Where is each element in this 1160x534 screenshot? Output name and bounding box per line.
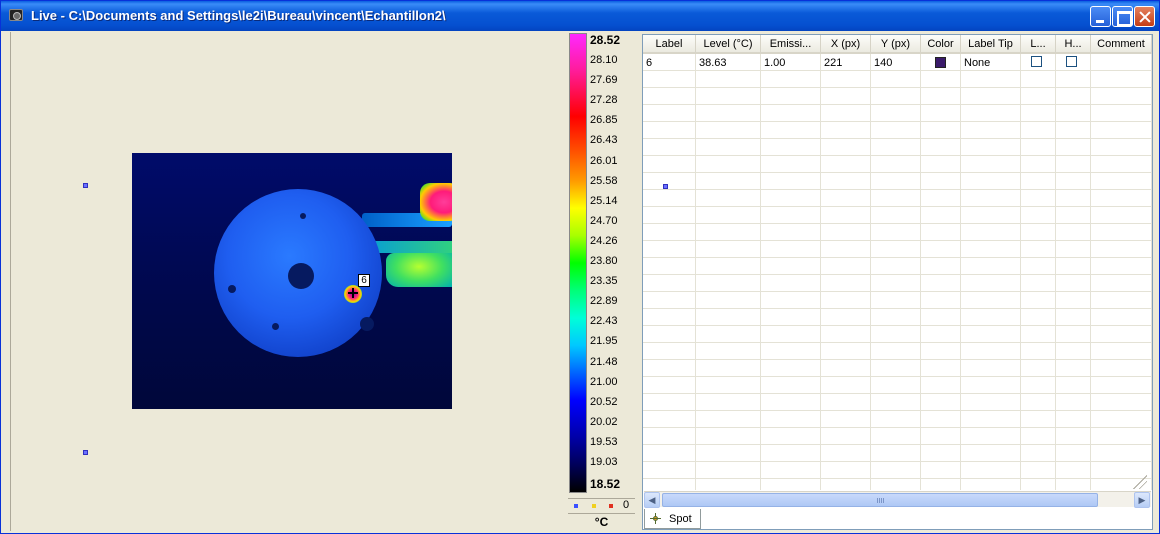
- column-header[interactable]: Label: [643, 35, 696, 54]
- scroll-left-button[interactable]: ◀: [644, 492, 660, 508]
- disk-hole: [228, 285, 236, 293]
- temperature-scale: 28.52 28.10 27.69 27.28 26.85 26.43 26.01 25.5…: [568, 32, 635, 531]
- cell-emissivity[interactable]: 1.00: [764, 57, 786, 69]
- scale-tick: 22.43: [590, 315, 618, 328]
- scale-tick: 19.03: [590, 456, 618, 468]
- maximize-button[interactable]: [1112, 6, 1133, 27]
- column-divider: [1020, 54, 1021, 490]
- spot-label[interactable]: 6: [358, 274, 370, 287]
- legend-marker-yellow: [592, 504, 596, 508]
- scale-tick: 23.35: [590, 275, 618, 288]
- column-header[interactable]: X (px): [821, 35, 871, 54]
- h-checkbox[interactable]: [1066, 56, 1077, 67]
- horizontal-scrollbar[interactable]: ◀ ▶: [644, 491, 1151, 508]
- measurement-grid[interactable]: Label Level (°C) Emissi... X (px) Y (px) Colo…: [643, 35, 1152, 490]
- column-divider: [1151, 54, 1152, 490]
- column-divider: [1055, 54, 1056, 490]
- scale-tick: 21.00: [590, 375, 618, 388]
- scale-max: 28.52: [590, 33, 621, 47]
- scale-tick: 27.69: [590, 74, 618, 87]
- column-header[interactable]: Emissi...: [761, 35, 821, 54]
- scale-tick: 26.85: [590, 114, 618, 127]
- spot-crosshair-icon: [650, 513, 661, 524]
- unit-label[interactable]: °C: [568, 513, 635, 530]
- column-header[interactable]: L...: [1021, 35, 1056, 54]
- column-divider: [695, 54, 696, 490]
- scale-tick: 28.10: [590, 54, 618, 66]
- column-header[interactable]: H...: [1056, 35, 1091, 54]
- legend-marker-red: [609, 504, 613, 508]
- column-header[interactable]: Comment: [1091, 35, 1152, 54]
- disk-hole: [288, 263, 314, 289]
- scale-min: 18.52: [590, 477, 621, 492]
- legend-count: 0: [623, 499, 630, 511]
- cell-y[interactable]: 140: [874, 57, 893, 69]
- scroll-right-button[interactable]: ▶: [1134, 492, 1150, 508]
- column-divider: [1090, 54, 1091, 490]
- cell-x[interactable]: 221: [824, 57, 843, 69]
- tab-bar: Spot: [644, 509, 1151, 529]
- window-title: Live - C:\Documents and Settings\le2i\Bu…: [31, 8, 446, 23]
- column-divider: [870, 54, 871, 490]
- scale-tick: 26.01: [590, 154, 618, 167]
- disk-hole: [272, 323, 279, 330]
- scroll-thumb[interactable]: [662, 493, 1098, 507]
- column-divider: [760, 54, 761, 490]
- scale-tick: 24.26: [590, 234, 618, 247]
- column-header[interactable]: Level (°C): [696, 35, 761, 54]
- thermal-image[interactable]: 6: [132, 153, 452, 409]
- scale-tick: 27.28: [590, 94, 618, 107]
- scale-tick: 24.70: [590, 214, 618, 227]
- column-divider: [820, 54, 821, 490]
- selection-handle[interactable]: [83, 450, 88, 455]
- column-divider: [920, 54, 921, 490]
- camera-icon: [9, 9, 23, 21]
- scale-tick: 21.48: [590, 355, 618, 368]
- palette-legend: 0: [568, 498, 635, 512]
- selection-handle[interactable]: [663, 184, 668, 189]
- thermal-region: [372, 241, 452, 253]
- column-header[interactable]: Color: [921, 35, 961, 54]
- warm-region: [386, 253, 452, 287]
- spot-crosshair: [352, 288, 354, 298]
- spot-table-pane: Label Level (°C) Emissi... X (px) Y (px) Colo…: [642, 34, 1153, 530]
- selection-handle[interactable]: [83, 183, 88, 188]
- scale-tick: 19.53: [590, 435, 618, 448]
- cell-comment[interactable]: [1091, 55, 1152, 71]
- cell-level[interactable]: 38.63: [699, 57, 727, 69]
- scale-ticks: 28.52 28.10 27.69 27.28 26.85 26.43 26.01 25.5…: [588, 32, 633, 494]
- tab-spot[interactable]: Spot: [644, 509, 701, 529]
- scale-tick: 21.95: [590, 335, 618, 348]
- title-bar[interactable]: Live - C:\Documents and Settings\le2i\Bu…: [1, 1, 1159, 31]
- scale-tick: 23.80: [590, 255, 618, 267]
- scale-tick: 25.58: [590, 174, 618, 187]
- tab-label: Spot: [669, 513, 692, 525]
- column-header[interactable]: Y (px): [871, 35, 921, 54]
- scale-tick: 20.52: [590, 395, 618, 408]
- column-header[interactable]: Label Tip: [961, 35, 1021, 54]
- disk-hole: [360, 317, 374, 331]
- scale-tick: 22.89: [590, 295, 618, 308]
- color-swatch[interactable]: [935, 57, 946, 68]
- scale-tick: 25.14: [590, 194, 618, 207]
- minimize-button[interactable]: [1090, 6, 1111, 27]
- scale-tick: 20.02: [590, 415, 618, 428]
- l-checkbox[interactable]: [1031, 56, 1042, 67]
- cell-label_tip[interactable]: None: [964, 57, 991, 69]
- disk-hole: [300, 213, 306, 219]
- cell-label[interactable]: 6: [646, 57, 653, 69]
- close-button[interactable]: [1134, 6, 1155, 27]
- color-palette-bar[interactable]: [569, 33, 587, 493]
- size-grip[interactable]: [1133, 475, 1147, 489]
- column-divider: [960, 54, 961, 490]
- scale-tick: 26.43: [590, 134, 618, 147]
- thermal-view-pane[interactable]: 6: [10, 32, 568, 531]
- legend-marker-blue: [574, 504, 578, 508]
- hot-region: [420, 183, 452, 221]
- grid-rows: [643, 54, 1152, 490]
